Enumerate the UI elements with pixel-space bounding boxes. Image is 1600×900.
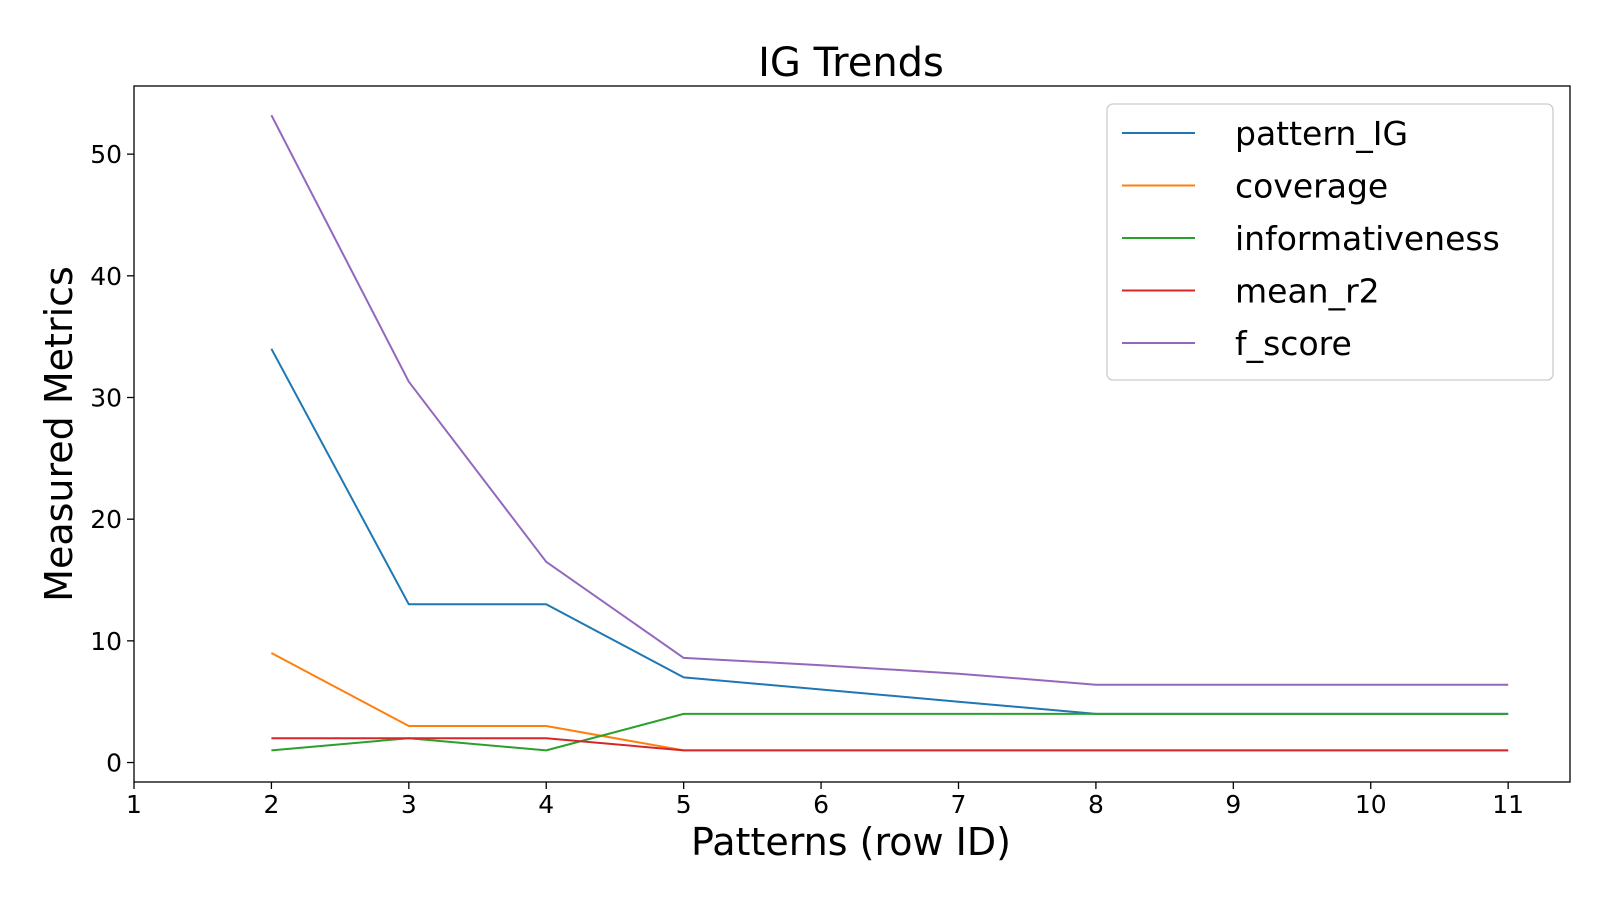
x-tick-label: 4 — [538, 790, 554, 819]
legend-label-coverage: coverage — [1235, 167, 1388, 206]
y-tick-label: 40 — [90, 262, 122, 291]
y-axis-label: Measured Metrics — [37, 266, 81, 602]
chart-title: IG Trends — [758, 40, 944, 86]
x-tick-label: 8 — [1088, 790, 1104, 819]
axis-ticks: 1 2 3 4 5 6 7 8 9 10 11 0 10 20 30 40 50 — [90, 140, 1524, 819]
legend: pattern_IG coverage informativeness mean_r2… — [1106, 103, 1554, 381]
y-tick-label: 50 — [90, 140, 122, 169]
series-line-mean_r2 — [271, 737, 1509, 752]
legend-box — [1106, 103, 1554, 381]
y-tick-label: 0 — [106, 749, 122, 778]
y-tick-label: 10 — [90, 627, 122, 656]
x-tick-label: 2 — [263, 790, 279, 819]
plot-frame — [133, 85, 1571, 783]
legend-label-pattern_IG: pattern_IG — [1235, 114, 1408, 153]
x-tick-label: 3 — [401, 790, 417, 819]
y-tick-label: 30 — [90, 383, 122, 412]
x-tick-label: 7 — [951, 790, 967, 819]
x-tick-label: 9 — [1225, 790, 1241, 819]
x-tick-label: 10 — [1355, 790, 1387, 819]
y-tick-label: 20 — [90, 505, 122, 534]
series-line-informativeness — [271, 712, 1509, 752]
x-tick-label: 5 — [676, 790, 692, 819]
series-line-coverage — [270, 652, 1509, 752]
legend-label-informativeness: informativeness — [1235, 219, 1500, 258]
legend-label-mean_r2: mean_r2 — [1235, 272, 1380, 311]
x-axis-label: Patterns (row ID) — [691, 820, 1011, 864]
series-line-f_score — [270, 114, 1509, 686]
legend-label-f_score: f_score — [1235, 324, 1352, 363]
series-line-pattern_IG — [270, 348, 1509, 715]
series-lines — [270, 114, 1509, 752]
x-tick-label: 6 — [813, 790, 829, 819]
x-tick-label: 1 — [126, 790, 142, 819]
x-tick-label: 11 — [1492, 790, 1524, 819]
